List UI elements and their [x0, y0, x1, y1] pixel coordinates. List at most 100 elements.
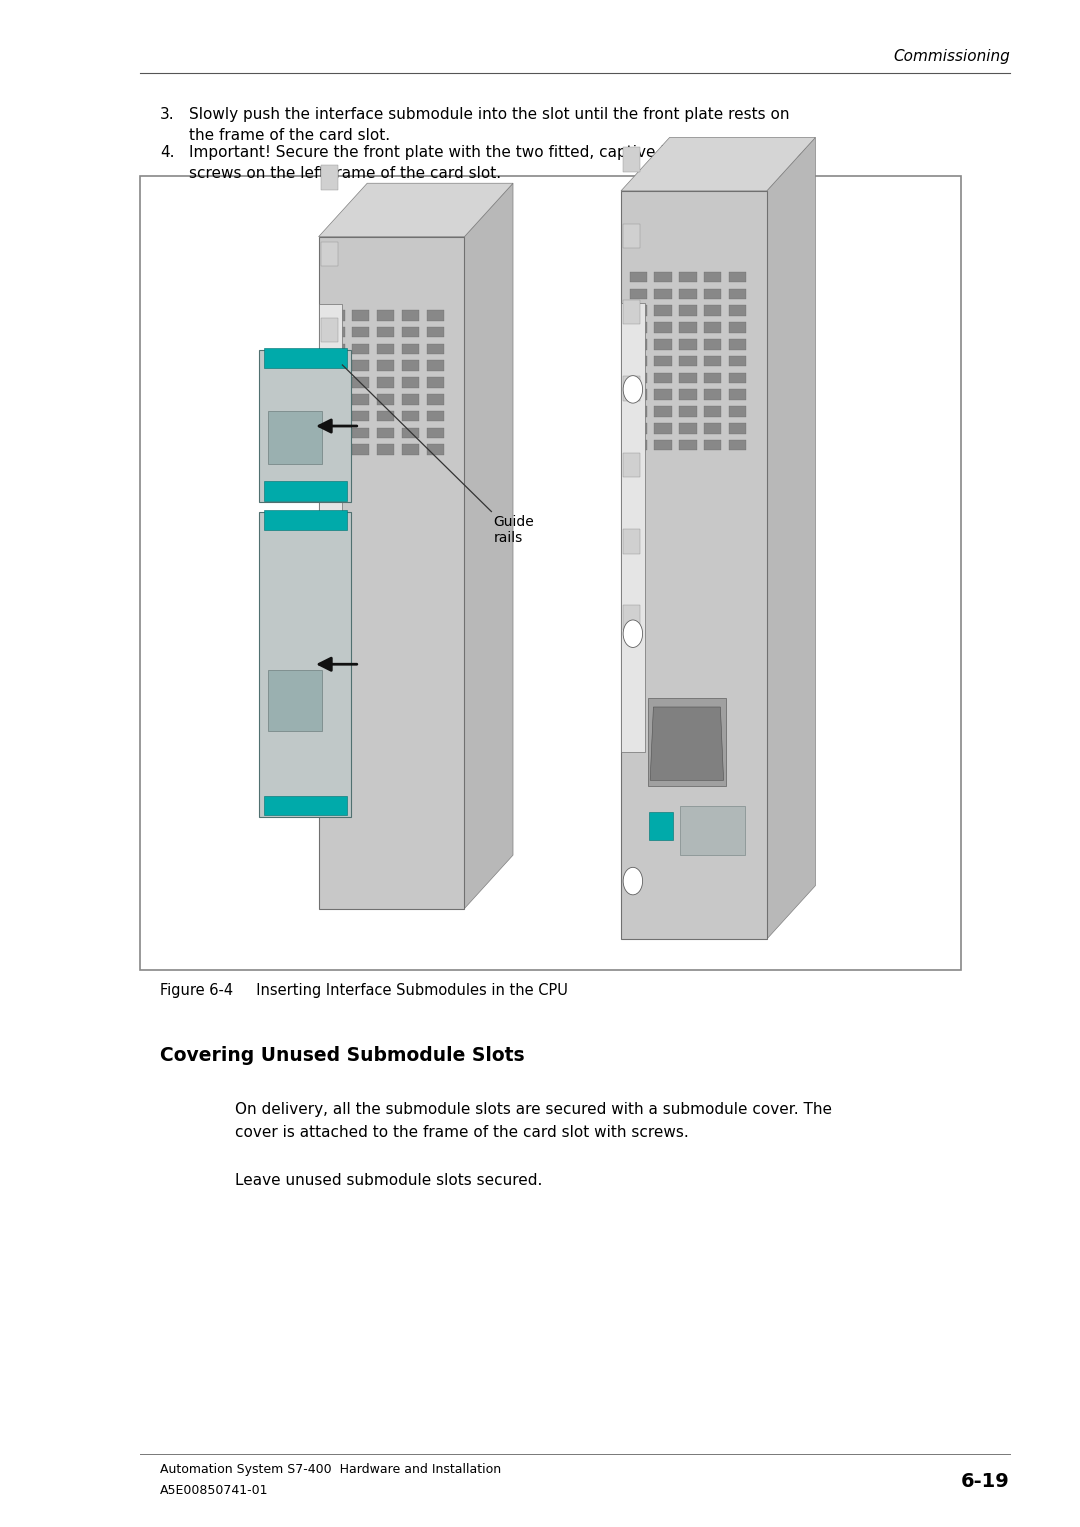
Bar [352, 428, 369, 438]
Bar [377, 377, 394, 388]
Bar [327, 428, 345, 438]
Bar [630, 389, 647, 400]
Bar [630, 440, 647, 450]
Bar [704, 423, 721, 434]
Bar [321, 318, 338, 342]
Polygon shape [319, 183, 513, 237]
Bar [327, 444, 345, 455]
Bar [352, 327, 369, 337]
Bar [327, 377, 345, 388]
Bar [321, 547, 338, 571]
Bar [623, 147, 640, 171]
Bar [377, 310, 394, 321]
Bar [427, 411, 444, 421]
Bar [704, 289, 721, 299]
Bar [654, 272, 672, 282]
Bar [729, 406, 746, 417]
Polygon shape [767, 137, 815, 939]
Bar [327, 327, 345, 337]
Text: Figure 6-4     Inserting Interface Submodules in the CPU: Figure 6-4 Inserting Interface Submodule… [160, 983, 568, 999]
Bar [630, 289, 647, 299]
Bar [427, 444, 444, 455]
Text: On delivery, all the submodule slots are secured with a submodule cover. The
cov: On delivery, all the submodule slots are… [235, 1102, 833, 1139]
Bar [704, 356, 721, 366]
Bar [729, 423, 746, 434]
Bar [729, 289, 746, 299]
Bar [630, 423, 647, 434]
Text: 4.: 4. [160, 145, 174, 160]
Bar [327, 394, 345, 405]
Bar [679, 440, 697, 450]
Bar [679, 339, 697, 350]
Polygon shape [650, 707, 724, 780]
Bar [654, 356, 672, 366]
Bar [427, 377, 444, 388]
Text: A5E00850741-01: A5E00850741-01 [160, 1484, 268, 1498]
Bar [402, 377, 419, 388]
Bar [679, 423, 697, 434]
Bar [704, 339, 721, 350]
Bar [427, 344, 444, 354]
Bar [321, 165, 338, 189]
Bar [679, 322, 697, 333]
Bar [704, 389, 721, 400]
Bar [729, 389, 746, 400]
FancyBboxPatch shape [140, 176, 961, 970]
Bar [268, 670, 322, 731]
Bar [377, 444, 394, 455]
Bar [264, 796, 347, 815]
Text: Commissioning: Commissioning [893, 49, 1010, 64]
Bar [264, 510, 347, 530]
Bar [621, 191, 767, 939]
Bar [729, 373, 746, 383]
Bar [321, 241, 338, 266]
Bar [654, 305, 672, 316]
Bar [352, 411, 369, 421]
Bar [352, 344, 369, 354]
Bar [427, 360, 444, 371]
Bar [377, 411, 394, 421]
Bar [377, 327, 394, 337]
Bar [402, 394, 419, 405]
Bar [623, 605, 640, 629]
Bar [630, 322, 647, 333]
Bar [623, 223, 640, 247]
Bar [327, 411, 345, 421]
Bar [402, 344, 419, 354]
Bar [679, 373, 697, 383]
Bar [654, 322, 672, 333]
Bar [654, 423, 672, 434]
Bar [319, 304, 342, 693]
Text: Covering Unused Submodule Slots: Covering Unused Submodule Slots [160, 1046, 525, 1064]
Bar [630, 406, 647, 417]
Bar [264, 348, 347, 368]
Bar [704, 305, 721, 316]
Bar [268, 411, 322, 464]
Bar [327, 360, 345, 371]
Bar [729, 272, 746, 282]
Bar [704, 373, 721, 383]
Circle shape [623, 867, 643, 895]
Bar [654, 406, 672, 417]
Bar [630, 373, 647, 383]
Bar [679, 305, 697, 316]
Bar [704, 272, 721, 282]
Bar [679, 389, 697, 400]
Bar [402, 411, 419, 421]
Text: Leave unused submodule slots secured.: Leave unused submodule slots secured. [235, 1173, 543, 1188]
Bar [327, 310, 345, 321]
Bar [259, 512, 351, 817]
Bar [729, 356, 746, 366]
Bar [427, 310, 444, 321]
Bar [321, 394, 338, 418]
Text: Automation System S7-400  Hardware and Installation: Automation System S7-400 Hardware and In… [160, 1463, 501, 1477]
Bar [729, 322, 746, 333]
Bar [352, 444, 369, 455]
Bar [319, 237, 464, 909]
Bar [649, 812, 673, 840]
Bar [402, 444, 419, 455]
Bar [377, 344, 394, 354]
Bar [402, 327, 419, 337]
Text: Important! Secure the front plate with the two fitted, captive M2.5 x 10 slot-he: Important! Secure the front plate with t… [189, 145, 812, 182]
Bar [621, 302, 645, 751]
